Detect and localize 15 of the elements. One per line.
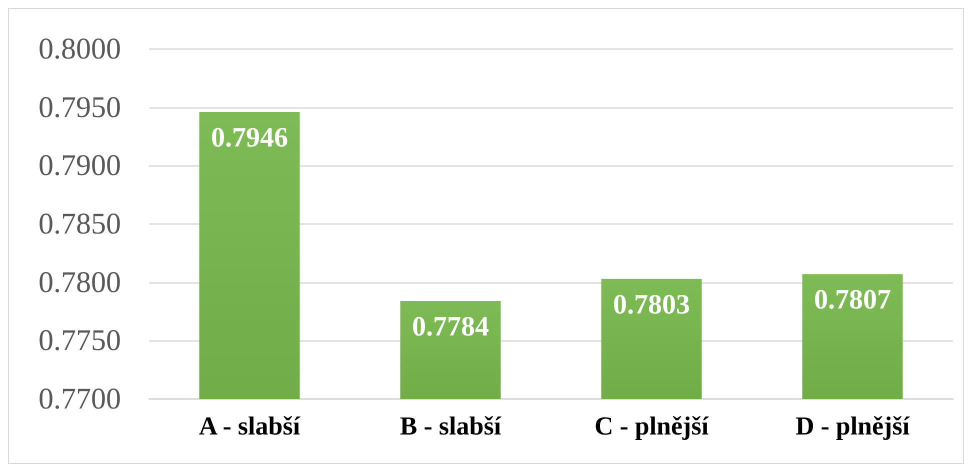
y-tick-label: 0.8000 xyxy=(38,32,121,66)
y-tick-label: 0.7900 xyxy=(38,149,121,182)
y-tick-label: 0.7950 xyxy=(38,90,121,124)
data-label: 0.7807 xyxy=(814,284,891,316)
y-tick-label: 0.7750 xyxy=(38,324,121,358)
data-label: 0.7784 xyxy=(412,312,489,342)
data-label: 0.7946 xyxy=(211,122,288,154)
x-tick-label: B - slabší xyxy=(400,412,502,440)
data-label: 0.7803 xyxy=(613,289,690,320)
y-tick-label: 0.7850 xyxy=(38,208,121,240)
y-tick-label: 0.7800 xyxy=(38,266,121,299)
x-tick-label: A - slabší xyxy=(198,412,301,440)
x-tick-label: D - plnější xyxy=(795,412,910,440)
y-tick-label: 0.7700 xyxy=(38,382,121,416)
x-tick-label: C - plnější xyxy=(594,412,710,440)
